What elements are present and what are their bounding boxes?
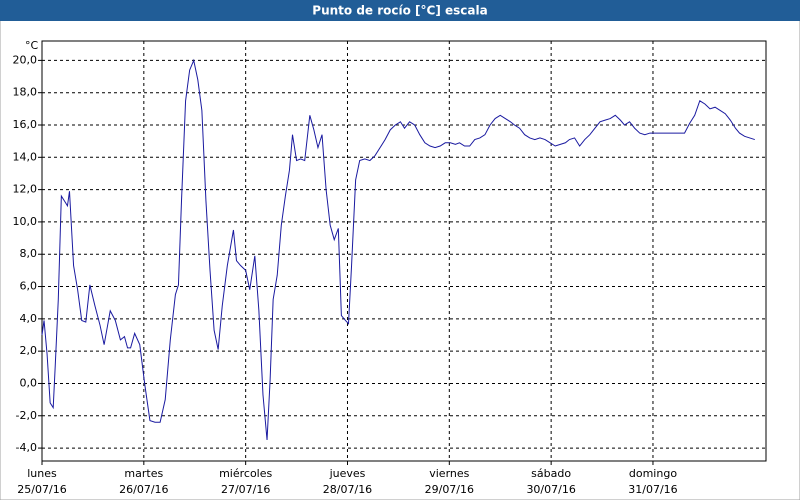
x-tick-sublabel: 26/07/16 [119,483,168,496]
y-tick-label: 20,0 [13,53,38,66]
series-line [41,58,755,441]
x-tick-label: lunes [27,467,57,480]
y-tick-label: 12,0 [13,183,38,196]
chart-title: Punto de rocío [°C] escala [312,4,487,18]
y-tick-label: 4,0 [20,312,38,325]
x-tick-sublabel: 29/07/16 [425,483,474,496]
x-tick-label: miércoles [219,467,272,480]
x-tick-label: viernes [429,467,469,480]
plot-area [42,41,766,461]
y-tick-label: 14,0 [13,150,38,163]
title-bar [0,0,800,21]
y-tick-label: -2,0 [16,409,37,422]
x-tick-sublabel: 30/07/16 [526,483,575,496]
x-tick-label: domingo [629,467,677,480]
y-unit: °C [25,39,39,52]
y-tick-label: 6,0 [20,280,38,293]
x-tick-label: martes [124,467,163,480]
plot-border [41,40,767,462]
x-tick-label: sábado [531,467,571,480]
y-tick-label: 8,0 [20,247,38,260]
y-tick-label: 2,0 [20,344,38,357]
y-tick-label: -4,0 [16,441,37,454]
y-tick-label: 16,0 [13,118,38,131]
y-tick-label: 0,0 [20,376,38,389]
x-tick-sublabel: 25/07/16 [17,483,66,496]
y-tick-label: 18,0 [13,86,38,99]
x-tick-sublabel: 28/07/16 [323,483,372,496]
x-tick-sublabel: 27/07/16 [221,483,270,496]
x-tick-label: jueves [329,467,366,480]
x-tick-sublabel: 31/07/16 [628,483,677,496]
y-tick-label: 10,0 [13,215,38,228]
